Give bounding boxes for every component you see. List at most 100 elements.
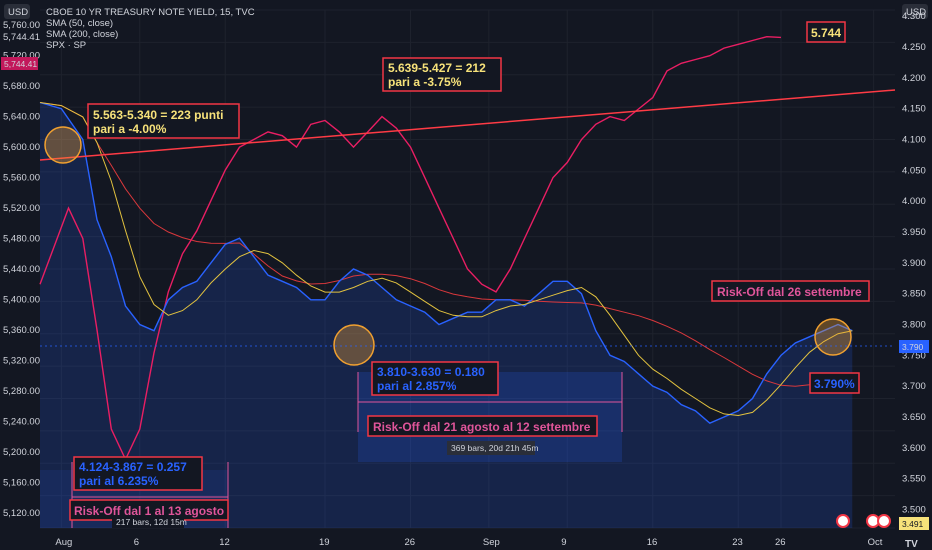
annotation-9[interactable]: 3.790% bbox=[809, 372, 860, 394]
x-axis-tick: 26 bbox=[405, 537, 416, 548]
right-axis-tick: 3.500 bbox=[902, 505, 926, 516]
bars-label-2-bg bbox=[447, 441, 535, 455]
left-axis-tick: 5,320.00 bbox=[3, 355, 40, 366]
currency-left: USD bbox=[8, 7, 28, 18]
left-axis-tick: 5,560.00 bbox=[3, 173, 40, 184]
annotation-8-line-1: Risk-Off dal 26 settembre bbox=[717, 285, 862, 299]
currency-left-badge[interactable] bbox=[4, 4, 30, 19]
legend-line-1: SMA (50, close) bbox=[46, 18, 113, 29]
bars-label-2: 369 bars, 20d 21h 45m bbox=[451, 443, 538, 453]
annotation-6-line-1: 4.124-3.867 = 0.257 bbox=[79, 460, 187, 474]
x-axis-tick: Aug bbox=[55, 537, 72, 548]
right-axis-tick: 4.150 bbox=[902, 104, 926, 115]
x-axis-tick: Sep bbox=[483, 537, 500, 548]
left-axis-tick: 5,360.00 bbox=[3, 325, 40, 336]
x-axis-tick: Oct bbox=[868, 537, 883, 548]
highlight-circle-aug1[interactable] bbox=[44, 126, 82, 164]
left-axis-tick: 5,240.00 bbox=[3, 416, 40, 427]
yield-line bbox=[39, 101, 853, 425]
highlight-circle-sep26[interactable] bbox=[814, 318, 852, 356]
right-axis-tick: 3.750 bbox=[902, 350, 926, 361]
annotation-7[interactable]: Risk-Off dal 1 al 13 agosto bbox=[69, 499, 229, 521]
right-axis-tick: 4.100 bbox=[902, 135, 926, 146]
left-axis-tick: 5,120.00 bbox=[3, 508, 40, 519]
legend-line-0: CBOE 10 YR TREASURY NOTE YIELD, 15, TVC bbox=[46, 7, 255, 18]
currency-right: USD bbox=[906, 7, 926, 18]
annotation-5[interactable]: Risk-Off dal 21 agosto al 12 settembre bbox=[367, 415, 598, 437]
left-axis-tick: 5,200.00 bbox=[3, 447, 40, 458]
annotation-3-line-1: 5.744 bbox=[811, 26, 841, 40]
annotation-5-line-1: Risk-Off dal 21 agosto al 12 settembre bbox=[373, 420, 591, 434]
annotation-2-line-1: 5.639-5.427 = 212 bbox=[388, 61, 486, 75]
grid bbox=[40, 9, 895, 529]
tradingview-logo-icon[interactable]: TV bbox=[905, 539, 918, 550]
annotation-6-line-2: pari al 6.235% bbox=[79, 474, 159, 488]
bars-label-1-bg bbox=[112, 516, 184, 528]
yield-area-fill bbox=[40, 102, 853, 528]
right-axis-tick: 3.600 bbox=[902, 443, 926, 454]
x-axis-tick: 19 bbox=[319, 537, 330, 548]
annotation-8[interactable]: Risk-Off dal 26 settembre bbox=[711, 280, 870, 302]
spx-last-tag: 5,744.41 bbox=[4, 59, 37, 69]
x-axis-tick: 16 bbox=[647, 537, 658, 548]
currency-right-badge[interactable] bbox=[902, 4, 928, 19]
left-axis-tick: 5,744.41 bbox=[3, 32, 40, 43]
left-axis-tick: 5,400.00 bbox=[3, 294, 40, 305]
left-axis-tick: 5,600.00 bbox=[3, 142, 40, 153]
annotation-7-line-1: Risk-Off dal 1 al 13 agosto bbox=[74, 504, 224, 518]
x-axis[interactable]: Aug 6 12 19 26 Sep 9 16 23 26 Oct bbox=[55, 537, 882, 548]
right-axis-tick: 3.700 bbox=[902, 381, 926, 392]
left-axis[interactable]: 5,760.005,744.415,720.005,680.005,640.00… bbox=[3, 20, 40, 519]
spx-right-tag: 3.491 bbox=[902, 519, 924, 529]
legend-line-2: SMA (200, close) bbox=[46, 29, 118, 40]
annotation-1[interactable]: 5.563-5.340 = 223 punti pari a -4.00% bbox=[87, 103, 240, 139]
spx-last-tag-bg bbox=[1, 57, 38, 70]
annotation-3[interactable]: 5.744 bbox=[806, 21, 846, 43]
right-axis[interactable]: 4.300 4.250 4.200 4.150 4.100 4.050 4.000 3.950… bbox=[902, 11, 926, 515]
left-axis-tick: 5,760.00 bbox=[3, 20, 40, 31]
x-axis-tick: 23 bbox=[732, 537, 743, 548]
right-axis-tick: 3.900 bbox=[902, 258, 926, 269]
highlight-circle-aug21[interactable] bbox=[333, 324, 375, 366]
left-axis-tick: 5,440.00 bbox=[3, 264, 40, 275]
left-axis-tick: 5,480.00 bbox=[3, 234, 40, 245]
annotation-4-line-1: 3.810-3.630 = 0.180 bbox=[377, 365, 485, 379]
right-axis-tick: 4.300 bbox=[902, 11, 926, 22]
right-axis-tick: 4.250 bbox=[902, 42, 926, 53]
x-axis-tick: 12 bbox=[219, 537, 230, 548]
right-axis-tick: 3.800 bbox=[902, 320, 926, 331]
left-axis-tick: 5,520.00 bbox=[3, 203, 40, 214]
annotation-2[interactable]: 5.639-5.427 = 212 pari a -3.75% bbox=[382, 57, 502, 92]
trendline[interactable] bbox=[39, 89, 896, 161]
right-axis-tick: 3.550 bbox=[902, 474, 926, 485]
flag-icon[interactable] bbox=[836, 514, 850, 528]
left-axis-tick: 5,280.00 bbox=[3, 386, 40, 397]
left-axis-tick: 5,160.00 bbox=[3, 477, 40, 488]
bars-label-1: 217 bars, 12d 15m bbox=[116, 517, 187, 527]
left-axis-tick: 5,720.00 bbox=[3, 51, 40, 62]
annotation-4-line-2: pari al 2.857% bbox=[377, 379, 457, 393]
right-axis-tick: 4.000 bbox=[902, 196, 926, 207]
yield-last-tag-bg bbox=[899, 340, 929, 353]
left-axis-tick: 5,680.00 bbox=[3, 81, 40, 92]
right-axis-tick: 4.200 bbox=[902, 73, 926, 84]
annotation-6[interactable]: 4.124-3.867 = 0.257 pari al 6.235% bbox=[73, 456, 203, 491]
sma50-line bbox=[39, 102, 853, 417]
yield-last-tag: 3.790 bbox=[902, 342, 924, 352]
x-axis-tick: 9 bbox=[561, 537, 566, 548]
spx-right-tag-bg bbox=[899, 517, 929, 530]
right-axis-tick: 3.650 bbox=[902, 412, 926, 423]
annotation-1-line-1: 5.563-5.340 = 223 punti bbox=[93, 108, 223, 122]
right-axis-tick: 3.850 bbox=[902, 289, 926, 300]
annotation-1-line-2: pari a -4.00% bbox=[93, 122, 167, 136]
x-axis-tick: 6 bbox=[134, 537, 139, 548]
x-axis-tick: 26 bbox=[775, 537, 786, 548]
right-axis-tick: 3.950 bbox=[902, 227, 926, 238]
flag-icon[interactable] bbox=[877, 514, 891, 528]
right-axis-tick: 4.050 bbox=[902, 165, 926, 176]
sma200-line bbox=[39, 102, 853, 387]
left-axis-tick: 5,640.00 bbox=[3, 112, 40, 123]
annotation-2-line-2: pari a -3.75% bbox=[388, 75, 462, 89]
annotation-4[interactable]: 3.810-3.630 = 0.180 pari al 2.857% bbox=[371, 361, 499, 396]
